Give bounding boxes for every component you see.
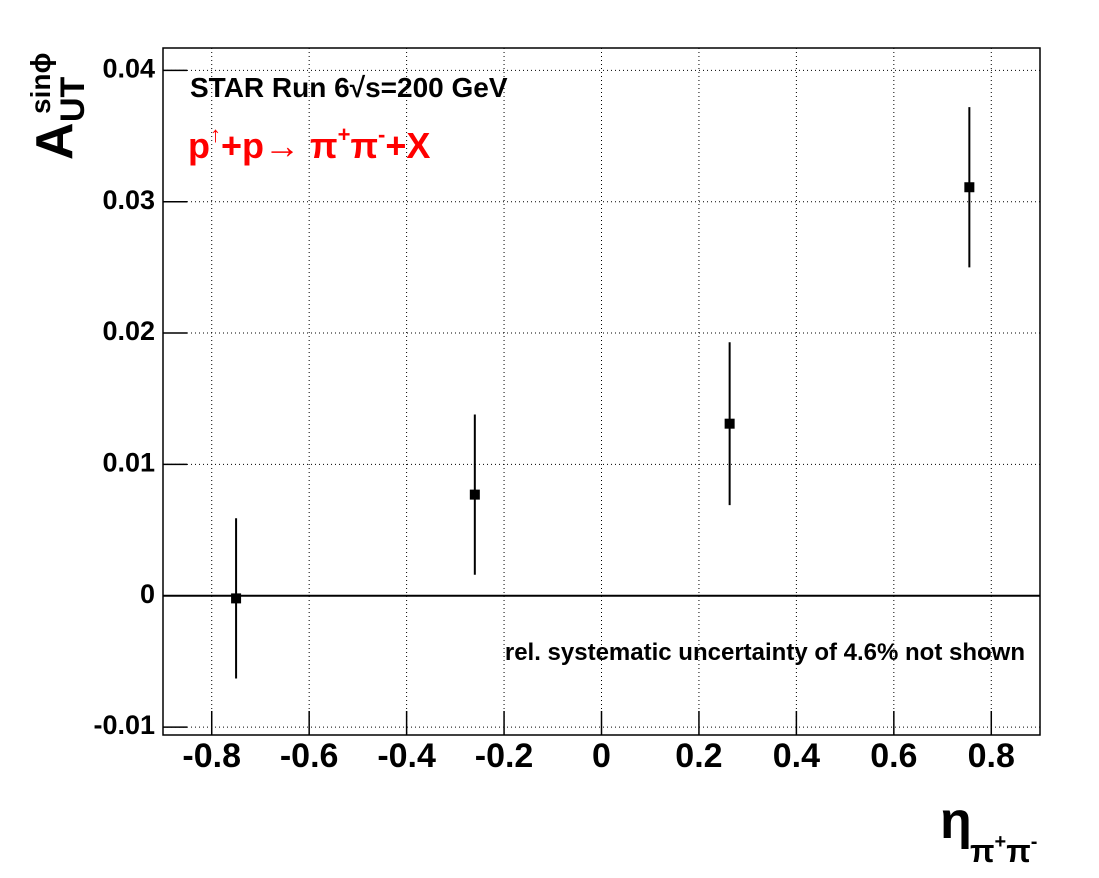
x-tick-label: 0.6	[870, 737, 917, 775]
process-part: +X	[385, 125, 430, 166]
x-tick-label: -0.4	[377, 737, 436, 775]
y-tick-label: 0.02	[102, 316, 155, 346]
x-tick-label: 0.2	[675, 737, 722, 775]
y-label-symbol: A	[26, 122, 84, 160]
y-tick-label: 0.04	[102, 53, 155, 83]
x-label-part: π	[970, 833, 995, 869]
x-label-sub: π+π-	[970, 831, 1037, 869]
x-axis-label: η π+π-	[940, 792, 1037, 869]
x-tick-label: 0.4	[773, 737, 820, 775]
x-label-part: +	[995, 831, 1007, 853]
x-label-part: π	[1006, 833, 1031, 869]
process-part: -	[378, 122, 385, 147]
process-part: +p→ π	[221, 125, 338, 166]
x-tick-label: -0.2	[475, 737, 534, 775]
x-tick-label: -0.8	[182, 737, 241, 775]
data-point	[964, 182, 975, 193]
x-label-symbol: η	[940, 792, 972, 850]
y-label-sub: UT	[54, 76, 92, 122]
process-part: p	[188, 125, 210, 166]
experiment-label: STAR Run 6√s=200 GeV	[190, 72, 508, 103]
y-tick-label: -0.01	[93, 710, 155, 740]
y-tick-label: 0.01	[102, 448, 155, 478]
note: rel. systematic uncertainty of 4.6% not …	[505, 639, 1025, 666]
x-tick-label: -0.6	[280, 737, 339, 775]
process-part: +	[338, 122, 351, 147]
x-label-part: -	[1031, 831, 1038, 853]
x-tick-label: 0.8	[968, 737, 1015, 775]
y-tick-label: 0.03	[102, 185, 155, 215]
y-tick-label: 0	[140, 579, 155, 609]
process-part: π	[350, 125, 378, 166]
data-point	[724, 418, 735, 429]
x-tick-label: 0	[592, 737, 611, 775]
data-point	[231, 593, 242, 604]
y-axis-label: A UT sinϕ	[25, 53, 92, 160]
data-point	[469, 489, 480, 500]
process-part: ↑	[210, 122, 221, 147]
process-label: p↑+p→ π+π-+X	[188, 122, 430, 166]
y-label-sup: sinϕ	[25, 53, 56, 114]
